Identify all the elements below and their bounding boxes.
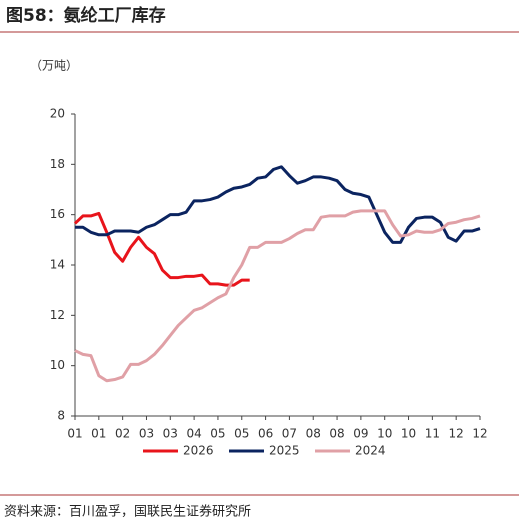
y-tick-label: 14 bbox=[50, 258, 65, 272]
y-tick-label: 18 bbox=[50, 157, 65, 171]
y-tick-label: 12 bbox=[50, 308, 65, 322]
x-tick-label: 03 bbox=[163, 427, 178, 441]
y-tick-label: 10 bbox=[50, 358, 65, 372]
x-tick-label: 02 bbox=[115, 427, 130, 441]
x-tick-label: 08 bbox=[329, 427, 344, 441]
x-tick-label: 05 bbox=[234, 427, 249, 441]
y-axis-label: （万吨） bbox=[30, 59, 78, 73]
legend-label: 2024 bbox=[355, 444, 386, 458]
chart-title: 图58：氨纶工厂库存 bbox=[6, 5, 166, 26]
x-tick-label: 09 bbox=[353, 427, 368, 441]
x-tick-label: 04 bbox=[186, 427, 201, 441]
x-tick-label: 12 bbox=[472, 427, 487, 441]
y-tick-label: 20 bbox=[50, 107, 65, 121]
x-tick-label: 08 bbox=[306, 427, 321, 441]
x-tick-label: 01 bbox=[67, 427, 82, 441]
series-line bbox=[73, 211, 250, 287]
y-tick-label: 16 bbox=[50, 207, 65, 221]
y-tick-label: 8 bbox=[57, 409, 65, 423]
x-tick-label: 07 bbox=[282, 427, 297, 441]
x-tick-label: 12 bbox=[449, 427, 464, 441]
series-line bbox=[74, 209, 481, 383]
legend-label: 2025 bbox=[269, 444, 300, 458]
x-tick-label: 10 bbox=[401, 427, 416, 441]
x-tick-label: 01 bbox=[91, 427, 106, 441]
series-line bbox=[75, 165, 481, 244]
x-tick-label: 11 bbox=[425, 427, 440, 441]
x-tick-label: 03 bbox=[139, 427, 154, 441]
x-tick-label: 10 bbox=[377, 427, 392, 441]
x-tick-label: 05 bbox=[210, 427, 225, 441]
source: 资料来源：百川盈孚，国联民生证券研究所 bbox=[4, 504, 251, 520]
legend-label: 2026 bbox=[183, 444, 214, 458]
x-tick-label: 06 bbox=[258, 427, 273, 441]
